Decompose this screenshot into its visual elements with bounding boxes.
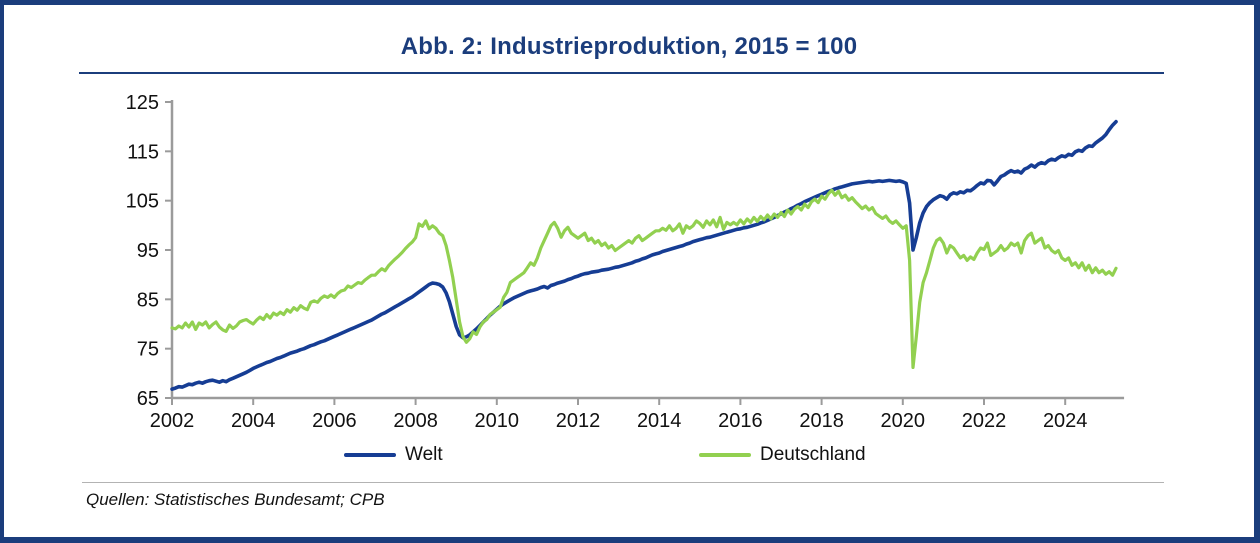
x-tick-label: 2016 (718, 410, 763, 432)
x-tick-label: 2018 (799, 410, 844, 432)
source-text: Quellen: Statistisches Bundesamt; CPB (86, 490, 385, 509)
legend-item-deutschland: Deutschland (699, 444, 866, 466)
y-tick-label: 65 (137, 388, 159, 410)
x-tick-label: 2012 (556, 410, 601, 432)
welt-legend-label: Welt (405, 444, 443, 465)
x-tick-label: 2022 (962, 410, 1007, 432)
series-line-welt (170, 119, 1118, 391)
x-tick-label: 2004 (231, 410, 276, 432)
x-tick-label: 2014 (637, 410, 682, 432)
y-tick-label: 75 (137, 339, 159, 361)
source-rule (82, 482, 1164, 483)
y-tick-label: 105 (126, 191, 159, 213)
y-tick-label: 95 (137, 240, 159, 262)
x-tick-label: 2010 (475, 410, 520, 432)
welt-line-swatch (344, 452, 396, 458)
legend-item-welt: Welt (344, 444, 443, 466)
x-tick-label: 2008 (393, 410, 438, 432)
series-line-deutschland (170, 188, 1118, 369)
deutschland-line-swatch (699, 452, 751, 458)
title-rule (79, 72, 1164, 74)
x-tick-label: 2020 (881, 410, 926, 432)
y-tick-label: 115 (127, 141, 159, 163)
chart-svg: 65 75 85 95 105 115 125 2002 2004 2006 2008 2010 201… (126, 92, 1125, 432)
y-tick-label: 125 (126, 92, 159, 114)
deutschland-legend-label: Deutschland (760, 444, 866, 465)
x-tick-label: 2002 (150, 410, 195, 432)
x-tick-label: 2006 (312, 410, 357, 432)
y-tick-label: 85 (137, 289, 159, 311)
chart-title: Abb. 2: Industrieproduktion, 2015 = 100 (400, 33, 858, 60)
x-tick-label: 2024 (1043, 410, 1088, 432)
